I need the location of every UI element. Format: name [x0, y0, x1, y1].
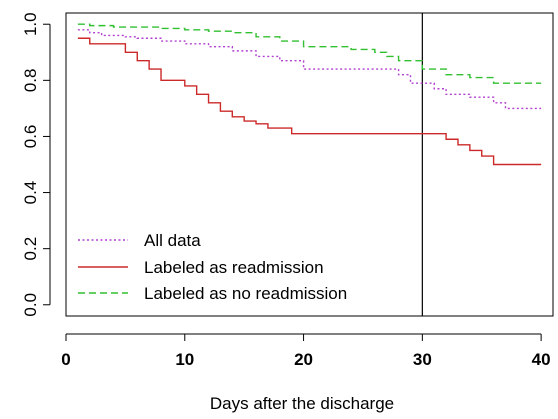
plot-frame [65, 12, 554, 317]
series-line-1 [77, 29, 542, 110]
series-layer [77, 23, 542, 166]
x-axis: 0 10 20 30 40 [61, 333, 551, 369]
y-tick-label-0: 0.0 [21, 293, 40, 317]
y-tick-label-3: 0.6 [21, 125, 40, 149]
x-tick-label-3: 30 [413, 350, 432, 369]
y-tick-label-4: 0.8 [21, 69, 40, 93]
y-axis: 0.0 0.2 0.4 0.6 0.8 1.0 [21, 12, 51, 317]
y-tick-label-2: 0.4 [21, 181, 40, 205]
series-line-2 [77, 37, 542, 166]
x-tick-label-1: 10 [175, 350, 194, 369]
legend-label-2: Labeled as readmission [144, 258, 324, 277]
x-tick-label-2: 20 [294, 350, 313, 369]
x-tick-label-4: 40 [532, 350, 551, 369]
plot-box [65, 12, 554, 317]
x-tick-label-0: 0 [61, 350, 70, 369]
legend: All data Labeled as readmission Labeled as… [78, 231, 347, 303]
y-tick-label-5: 1.0 [21, 12, 40, 36]
y-tick-label-1: 0.2 [21, 237, 40, 261]
x-axis-title: Days after the discharge [210, 394, 394, 413]
legend-label-1: All data [144, 231, 201, 250]
series-line-3 [77, 23, 542, 84]
legend-label-3: Labeled as no readmission [144, 284, 347, 303]
